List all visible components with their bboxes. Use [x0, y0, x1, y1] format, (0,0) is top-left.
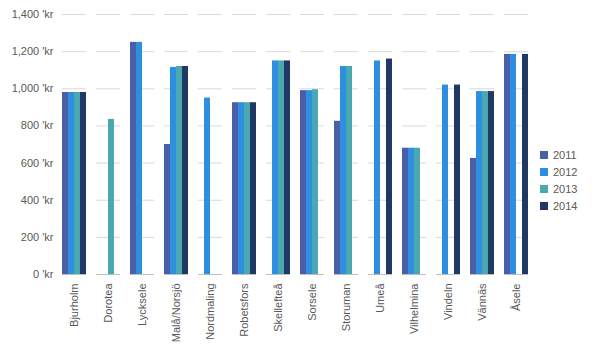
svg-text:Bjurholm: Bjurholm — [68, 284, 80, 327]
svg-text:Åsele: Åsele — [510, 284, 522, 312]
html-text:2013: 2013 — [553, 182, 578, 195]
svg-text:Skellefteå: Skellefteå — [272, 283, 284, 332]
svg-text:1,200 'kr: 1,200 'kr — [12, 45, 54, 57]
svg-text:Vilhelmina: Vilhelmina — [408, 283, 420, 334]
html-text:2012: 2012 — [553, 165, 578, 178]
svg-text:Vindeln: Vindeln — [442, 284, 454, 321]
svg-text:Umeå: Umeå — [374, 283, 386, 313]
svg-text:1,400 'kr: 1,400 'kr — [12, 8, 54, 20]
svg-text:Storuman: Storuman — [340, 284, 352, 332]
svg-text:800 'kr: 800 'kr — [21, 119, 54, 131]
svg-text:Robetsfors: Robetsfors — [238, 283, 250, 337]
svg-text:Lycksele: Lycksele — [136, 284, 148, 326]
svg-text:400 'kr: 400 'kr — [21, 194, 54, 206]
svg-text:Vännäs: Vännäs — [476, 283, 488, 321]
svg-text:Nordmaling: Nordmaling — [204, 284, 216, 340]
svg-text:Sorsele: Sorsele — [306, 284, 318, 321]
svg-text:Malå/Norsjö: Malå/Norsjö — [170, 284, 182, 343]
html-text:2014: 2014 — [553, 199, 578, 212]
svg-text:1,000 'kr: 1,000 'kr — [12, 82, 54, 94]
svg-text:200 'kr: 200 'kr — [21, 231, 54, 243]
html-text:2011: 2011 — [553, 148, 577, 161]
svg-text:600 'kr: 600 'kr — [21, 157, 54, 169]
svg-text:Dorotea: Dorotea — [102, 283, 114, 323]
svg-text:0 'kr: 0 'kr — [33, 268, 54, 280]
